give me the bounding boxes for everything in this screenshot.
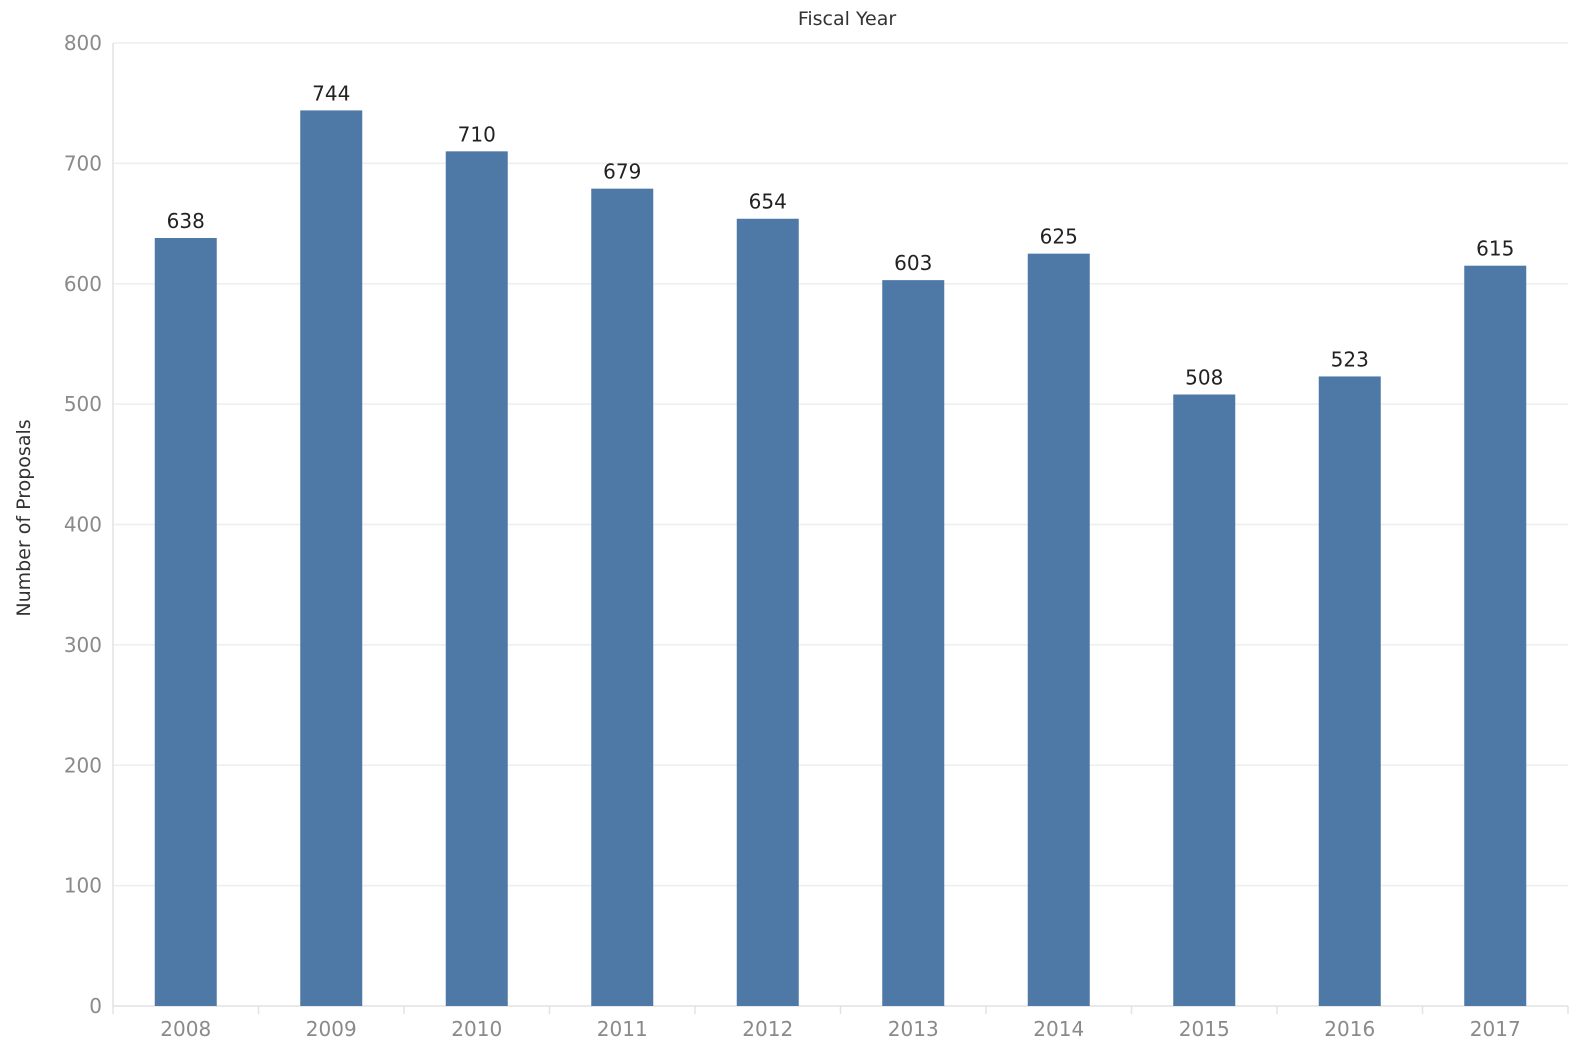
y-axis-ticks: 0 100 200 300 400 500 600 700 800	[64, 31, 102, 1018]
data-label-2016: 523	[1331, 347, 1369, 371]
data-label-2017: 615	[1476, 237, 1514, 261]
bar-2010[interactable]	[445, 151, 508, 1006]
x-tick-label-2017: 2017	[1470, 1017, 1521, 1041]
bar-2013[interactable]	[882, 280, 945, 1006]
y-tick-label: 100	[64, 874, 102, 898]
data-labels: 638 744 710 679 654 603 625 508 523 615	[167, 81, 1515, 389]
data-label-2012: 654	[749, 190, 787, 214]
bars	[154, 110, 1527, 1007]
y-axis-title: Number of Proposals	[13, 419, 35, 616]
y-tick-label: 500	[64, 392, 102, 416]
x-tick-label-2008: 2008	[160, 1017, 211, 1041]
bar-2012[interactable]	[736, 218, 799, 1006]
bar-2014[interactable]	[1027, 253, 1090, 1006]
y-tick-label: 600	[64, 272, 102, 296]
x-tick-label-2015: 2015	[1179, 1017, 1230, 1041]
x-tick-label-2011: 2011	[597, 1017, 648, 1041]
bar-2015[interactable]	[1173, 394, 1236, 1006]
x-tick-label-2012: 2012	[742, 1017, 793, 1041]
x-tick-label-2009: 2009	[306, 1017, 357, 1041]
bar-2016[interactable]	[1318, 376, 1381, 1007]
x-tick-label-2016: 2016	[1324, 1017, 1375, 1041]
data-label-2013: 603	[894, 251, 932, 275]
x-tick-label-2014: 2014	[1033, 1017, 1084, 1041]
x-axis-ticks: 2008 2009 2010 2011 2012 2013 2014 2015 2016 2017	[160, 1017, 1520, 1041]
y-tick-label: 0	[89, 994, 102, 1018]
y-tick-label: 700	[64, 151, 102, 175]
y-tick-label: 200	[64, 753, 102, 777]
bar-2008[interactable]	[154, 238, 217, 1006]
x-tick-label-2010: 2010	[451, 1017, 502, 1041]
y-tick-label: 400	[64, 513, 102, 537]
y-tick-label: 300	[64, 633, 102, 657]
x-tick-label-2013: 2013	[888, 1017, 939, 1041]
x-axis-title: Fiscal Year	[798, 8, 897, 30]
data-label-2014: 625	[1040, 225, 1078, 249]
data-label-2015: 508	[1185, 365, 1223, 389]
y-tick-label: 800	[64, 31, 102, 55]
data-label-2008: 638	[167, 209, 205, 233]
bar-2017[interactable]	[1464, 265, 1527, 1007]
data-label-2011: 679	[603, 160, 641, 184]
data-label-2010: 710	[458, 122, 496, 146]
bar-2011[interactable]	[591, 188, 654, 1006]
bar-2009[interactable]	[300, 110, 363, 1006]
data-label-2009: 744	[312, 81, 350, 105]
